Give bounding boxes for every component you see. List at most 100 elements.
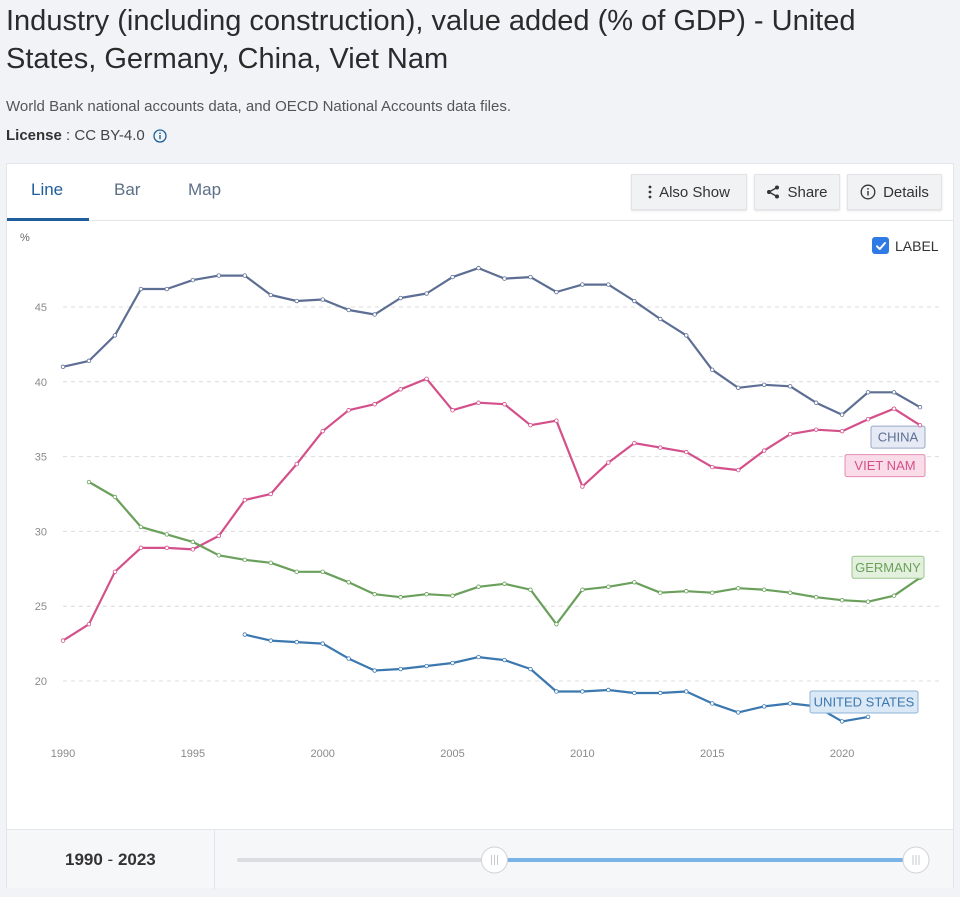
y-tick-label: 35 [35,452,47,464]
data-point-china [606,282,611,287]
data-point-viet_nam [190,547,196,552]
data-point-china [398,295,403,301]
data-point-germany [450,593,455,598]
data-point-china [346,307,351,313]
data-point-china [813,400,819,405]
data-point-viet_nam [502,402,507,407]
y-tick-label: 45 [35,302,47,314]
info-icon[interactable] [153,128,167,143]
also-show-button[interactable]: Also Show [631,174,747,210]
data-point-united_states [787,701,793,706]
data-point-germany [813,595,819,600]
tab-line[interactable]: Line [31,180,64,199]
data-point-united_states [865,714,871,720]
more-vertical-icon [648,185,652,199]
range-start: 1990 [65,850,103,869]
data-point-viet_nam [839,428,845,434]
data-point-germany [787,590,793,595]
data-point-china [190,277,196,283]
y-tick-label: 25 [35,601,47,613]
data-point-united_states [320,641,325,646]
share-button[interactable]: Share [754,174,840,210]
data-point-china [761,382,767,387]
data-point-germany [398,595,403,600]
data-point-china [294,298,299,304]
x-tick-label: 2015 [700,748,724,760]
series-label-box-china [870,425,926,449]
active-tab-indicator [7,218,89,221]
data-point-viet_nam [865,416,871,422]
data-point-china [632,298,637,304]
data-point-viet_nam [632,440,637,446]
data-point-germany [346,580,351,585]
data-point-united_states [710,701,715,706]
data-point-viet_nam [372,402,377,407]
data-point-united_states [346,656,351,661]
license-line: License : CC BY-4.0 [6,127,167,144]
checkmark-icon [875,241,886,250]
series-label-germany: GERMANY [855,560,921,575]
data-point-china [554,289,559,295]
slider-handle-end[interactable] [902,846,930,874]
data-point-viet_nam [917,422,923,428]
data-point-germany [190,539,196,545]
label-toggle[interactable]: LABEL [872,237,939,254]
data-point-china [891,390,897,395]
data-point-china [476,265,481,271]
data-point-china [580,282,585,287]
data-point-china [372,312,377,317]
data-point-viet_nam [112,569,118,574]
data-point-china [424,291,429,296]
data-point-viet_nam [398,387,403,392]
data-point-china [216,273,222,278]
data-point-viet_nam [736,467,741,473]
slider-handle-start[interactable] [480,846,508,874]
data-point-viet_nam [761,448,767,453]
data-point-viet_nam [138,545,144,551]
license-value: CC BY-4.0 [74,127,145,144]
data-point-germany [502,581,507,586]
data-point-viet_nam [268,491,273,497]
data-point-china [450,274,455,280]
data-point-united_states [268,638,273,643]
label-checkbox[interactable] [872,237,889,254]
details-button[interactable]: Details [847,174,942,210]
x-tick-label: 2000 [310,748,334,760]
data-point-china [86,358,92,364]
data-point-viet_nam [554,418,559,423]
range-separator: - [102,850,118,869]
data-point-united_states [424,663,429,669]
data-point-united_states [294,639,299,645]
data-point-viet_nam [164,545,170,551]
tab-map[interactable]: Map [188,180,222,199]
year-range-slider[interactable] [7,830,953,889]
data-point-united_states [502,657,507,663]
tab-bar[interactable]: Bar [114,180,141,199]
data-point-united_states [839,719,845,724]
license-separator: : [61,127,75,144]
data-point-germany [761,587,767,592]
data-point-united_states [761,704,767,709]
y-tick-label: 30 [35,526,47,538]
license-label: License [6,127,62,144]
series-label-box-germany [851,555,925,579]
y-axis-unit-label: % [20,232,30,244]
data-point-germany [684,589,689,594]
data-point-germany [554,621,559,627]
data-point-united_states [658,690,663,696]
data-point-germany [112,494,118,500]
data-point-united_states [606,687,611,693]
data-point-viet_nam [684,449,689,455]
data-point-germany [476,584,481,589]
data-point-viet_nam [216,533,222,539]
x-tick-label: 1995 [181,748,205,760]
data-point-germany [736,586,741,591]
series-label-china: CHINA [878,430,919,445]
series-label-box-viet_nam [844,454,926,478]
data-point-germany [580,587,585,592]
data-point-united_states [398,666,403,672]
label-toggle-text: LABEL [895,237,939,254]
line-chart: % 20 25 30 35 40 45 1990 1995 2000 2005 2010 2015 202… [20,232,941,760]
data-point-germany [268,560,273,566]
data-point-china [60,364,66,370]
